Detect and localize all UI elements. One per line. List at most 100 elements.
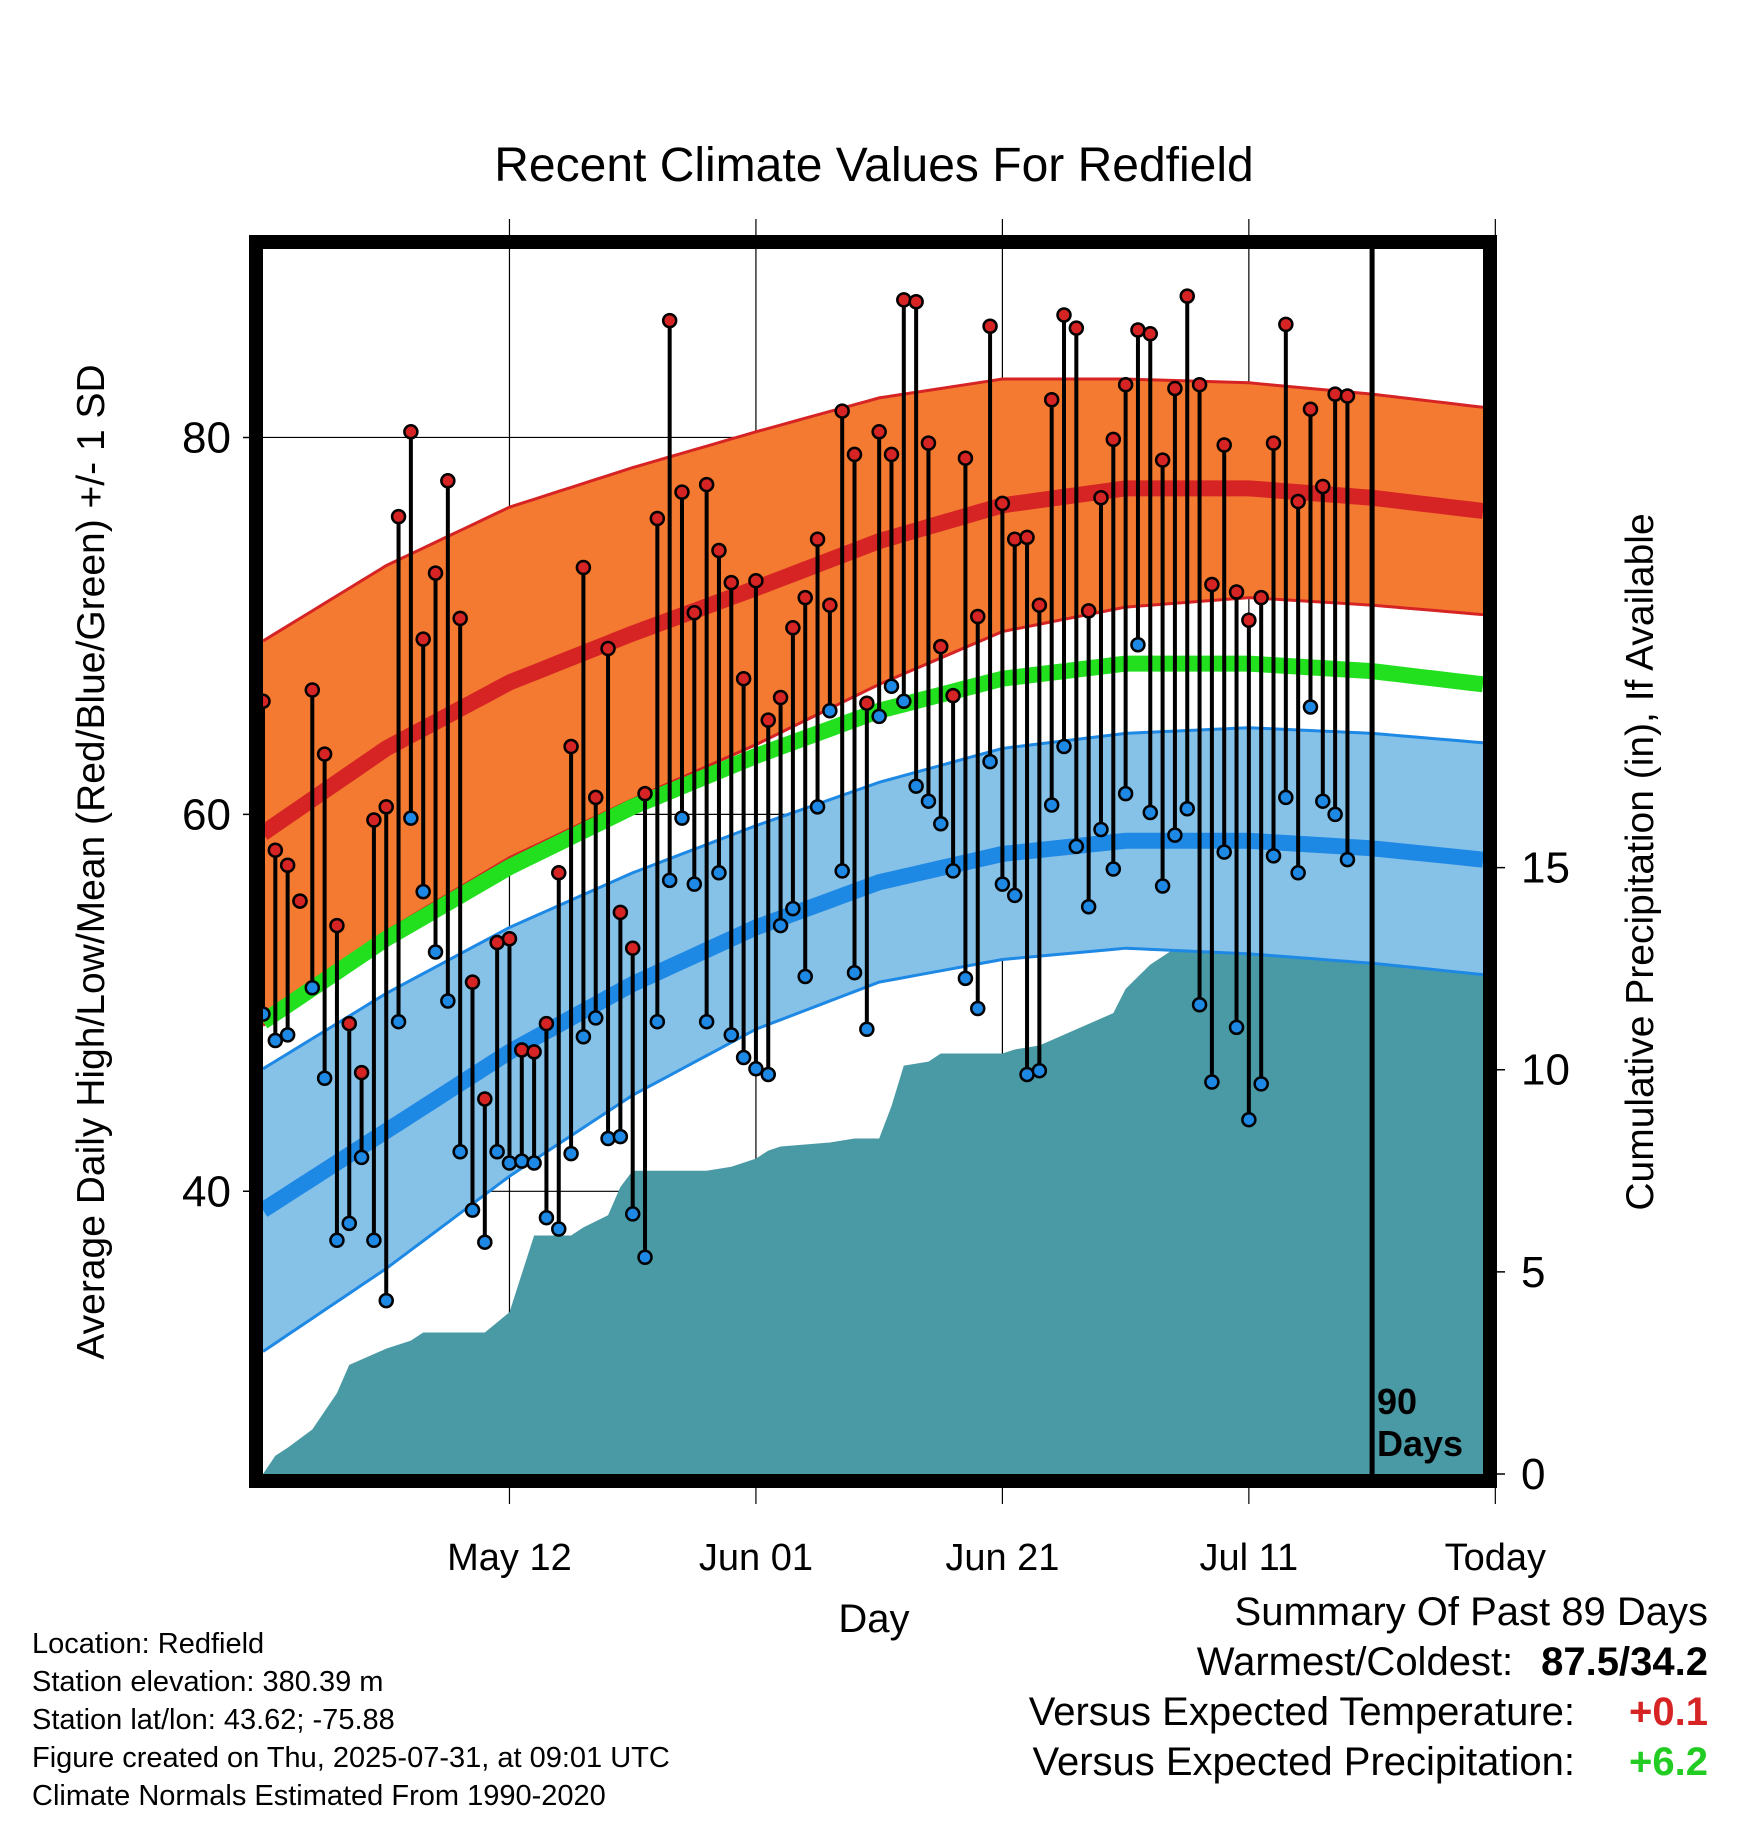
low-point xyxy=(1179,800,1195,817)
high-point xyxy=(292,893,308,909)
low-point xyxy=(1056,738,1072,755)
low-point xyxy=(1278,789,1294,806)
low-point xyxy=(1290,865,1306,881)
low-point xyxy=(279,1027,296,1043)
today-marker-label-line1: 90 xyxy=(1377,1381,1417,1422)
high-point xyxy=(427,565,444,581)
y2-tick-label: 0 xyxy=(1521,1450,1545,1499)
high-point xyxy=(526,1044,542,1060)
normal-high-line xyxy=(263,480,1483,840)
low-point xyxy=(1241,1111,1257,1128)
low-point xyxy=(477,1234,493,1250)
low-point xyxy=(390,1013,407,1030)
high-point xyxy=(501,931,518,947)
low-point xyxy=(772,917,789,934)
high-point xyxy=(538,1015,555,1032)
high-point xyxy=(1117,376,1134,393)
low-point xyxy=(464,1202,481,1218)
low-point xyxy=(957,970,974,987)
low-point xyxy=(933,816,949,832)
low-point xyxy=(1339,851,1356,868)
high-point xyxy=(982,318,998,335)
low-point xyxy=(785,900,801,917)
high-point xyxy=(883,446,900,463)
y-tick-label: 80 xyxy=(182,413,231,462)
low-point xyxy=(822,702,838,719)
low-point xyxy=(1068,838,1085,855)
normal-low-line xyxy=(263,832,1483,1217)
low-point xyxy=(920,793,937,809)
low-point xyxy=(1130,637,1146,653)
high-point xyxy=(415,631,431,647)
low-point xyxy=(735,1049,752,1066)
low-point xyxy=(969,1000,986,1017)
y2-tick-label: 5 xyxy=(1521,1248,1545,1297)
low-point xyxy=(1142,804,1159,821)
low-point xyxy=(1080,898,1097,915)
low-point xyxy=(1216,844,1232,860)
high-point xyxy=(933,638,949,655)
high-point xyxy=(1216,437,1232,453)
low-point xyxy=(896,693,912,710)
low-point xyxy=(797,968,813,985)
low-point xyxy=(403,810,419,826)
x-axis-label: Day xyxy=(838,1597,909,1641)
high-point xyxy=(1080,603,1097,619)
low-point xyxy=(711,865,727,881)
cumulative-precipitation xyxy=(263,738,1483,1474)
y2-tick-label: 10 xyxy=(1521,1046,1570,1095)
low-point xyxy=(427,944,444,960)
high-sd-upper-edge xyxy=(263,377,1483,643)
elevation-text: Station elevation: 380.39 m xyxy=(32,1666,384,1698)
low-point xyxy=(871,708,887,725)
high-point xyxy=(797,589,813,606)
low-point xyxy=(612,1128,629,1145)
high-point xyxy=(1056,307,1072,323)
axes: May 12 Jun 01 Jun 21 Jul 11 Today 40 60 80 0 5 10 1… xyxy=(182,248,1570,1579)
temp-row: Versus Expected Temperature: +0.1 xyxy=(1029,1690,1708,1740)
low-point xyxy=(563,1145,579,1162)
low-sd-band xyxy=(263,727,1483,1352)
high-point xyxy=(304,682,321,698)
low-point xyxy=(1117,785,1134,802)
high-point xyxy=(624,940,641,956)
normals-text: Climate Normals Estimated From 1990-2020 xyxy=(32,1780,606,1812)
low-point xyxy=(760,1066,777,1083)
low-point xyxy=(489,1143,505,1160)
high-point xyxy=(1031,597,1048,613)
low-point xyxy=(723,1027,740,1043)
low-point xyxy=(809,799,826,815)
high-point xyxy=(1019,529,1035,546)
low-point xyxy=(859,1021,875,1037)
summary-heading: Summary Of Past 89 Days xyxy=(1234,1590,1708,1634)
high-point xyxy=(871,424,887,440)
high-point xyxy=(698,476,715,493)
precip-value: +6.2 xyxy=(1629,1740,1708,1784)
low-point xyxy=(267,1032,284,1049)
high-point xyxy=(846,446,863,463)
temp-value: +0.1 xyxy=(1629,1690,1708,1734)
high-point xyxy=(785,620,801,636)
low-point xyxy=(575,1029,592,1045)
low-point xyxy=(316,1070,333,1086)
high-point xyxy=(514,1042,530,1058)
high-point xyxy=(403,424,419,440)
y-axis-label: Average Daily High/Low/Mean (Red/Blue/Gr… xyxy=(70,364,113,1359)
high-point xyxy=(1253,589,1269,606)
low-point xyxy=(748,1061,764,1077)
low-point xyxy=(378,1292,394,1309)
low-point xyxy=(1043,797,1060,813)
low-point xyxy=(686,876,703,892)
low-point xyxy=(304,980,321,996)
high-point xyxy=(1228,584,1245,600)
y2-tick-label: 15 xyxy=(1521,844,1570,893)
low-point xyxy=(1031,1062,1048,1079)
low-point xyxy=(329,1232,345,1249)
low-point xyxy=(538,1209,555,1226)
low-point xyxy=(1167,827,1183,843)
high-point xyxy=(748,572,764,589)
high-point xyxy=(649,510,666,527)
low-point xyxy=(1019,1066,1035,1083)
high-point xyxy=(341,1015,358,1032)
